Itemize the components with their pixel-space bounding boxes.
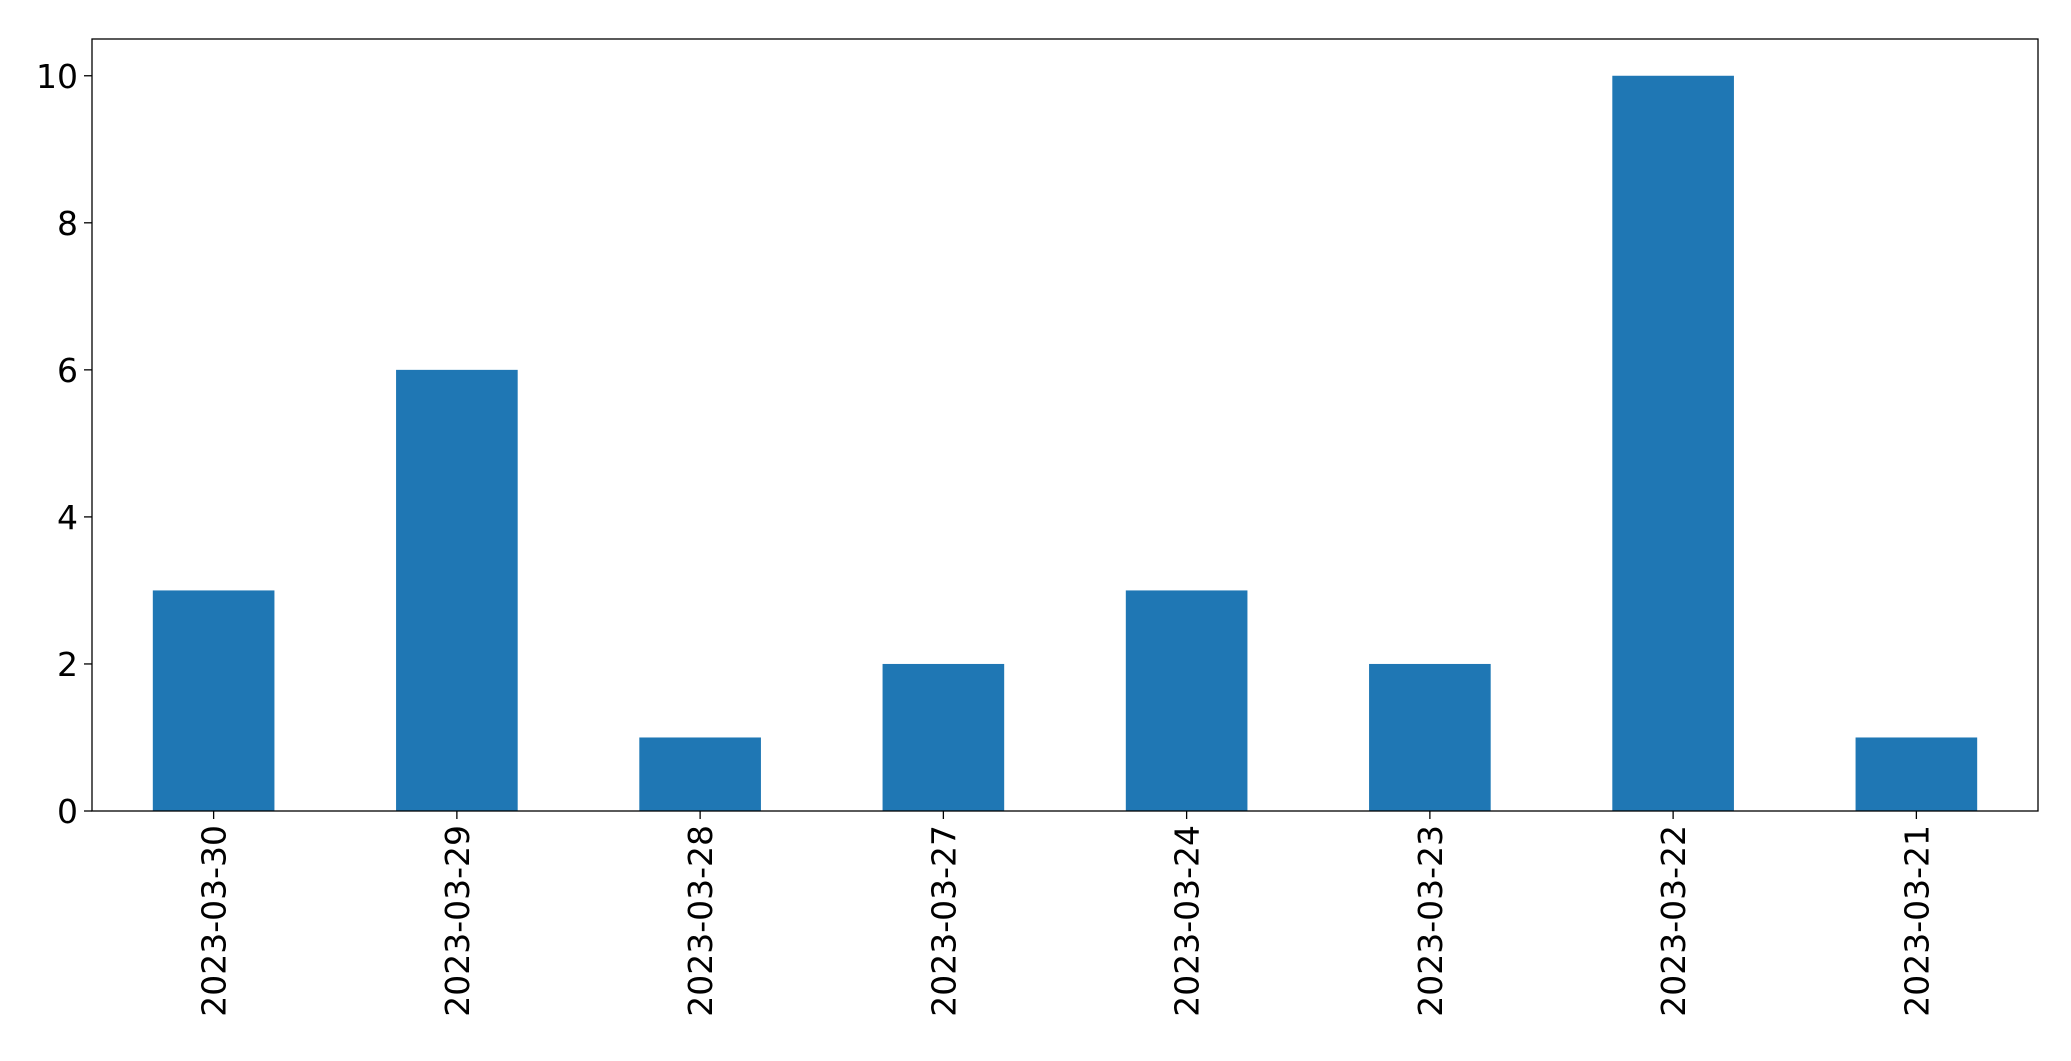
bar-2023-03-21 bbox=[1855, 737, 1978, 811]
x-tick-label: 2023-03-27 bbox=[924, 825, 963, 1017]
y-axis: 0 2 4 6 8 10 bbox=[36, 57, 92, 831]
y-tick-label: 4 bbox=[57, 498, 78, 537]
bars bbox=[152, 75, 1978, 811]
bar-2023-03-27 bbox=[882, 663, 1005, 811]
x-tick-label: 2023-03-21 bbox=[1897, 825, 1936, 1017]
y-tick-label: 2 bbox=[57, 645, 78, 684]
x-tick-label: 2023-03-29 bbox=[438, 825, 477, 1017]
y-tick-label: 0 bbox=[57, 792, 78, 831]
y-tick-label: 6 bbox=[57, 351, 78, 390]
bar-2023-03-23 bbox=[1369, 663, 1491, 811]
x-axis: 2023-03-30 2023-03-29 2023-03-28 2023-03-27… bbox=[195, 811, 1936, 1017]
x-tick-label: 2023-03-30 bbox=[195, 825, 234, 1017]
bar-2023-03-30 bbox=[152, 590, 275, 811]
x-tick-label: 2023-03-23 bbox=[1411, 825, 1450, 1017]
x-tick-label: 2023-03-22 bbox=[1654, 825, 1693, 1017]
y-tick-label: 8 bbox=[57, 204, 78, 243]
y-tick-label: 10 bbox=[36, 57, 78, 96]
bar-2023-03-24 bbox=[1125, 590, 1248, 811]
bar-2023-03-22 bbox=[1612, 75, 1734, 811]
x-tick-label: 2023-03-24 bbox=[1168, 825, 1207, 1017]
bar-2023-03-28 bbox=[639, 737, 761, 811]
bar-2023-03-29 bbox=[396, 369, 518, 811]
plot-frame bbox=[91, 38, 2039, 812]
x-tick-label: 2023-03-28 bbox=[681, 825, 720, 1017]
